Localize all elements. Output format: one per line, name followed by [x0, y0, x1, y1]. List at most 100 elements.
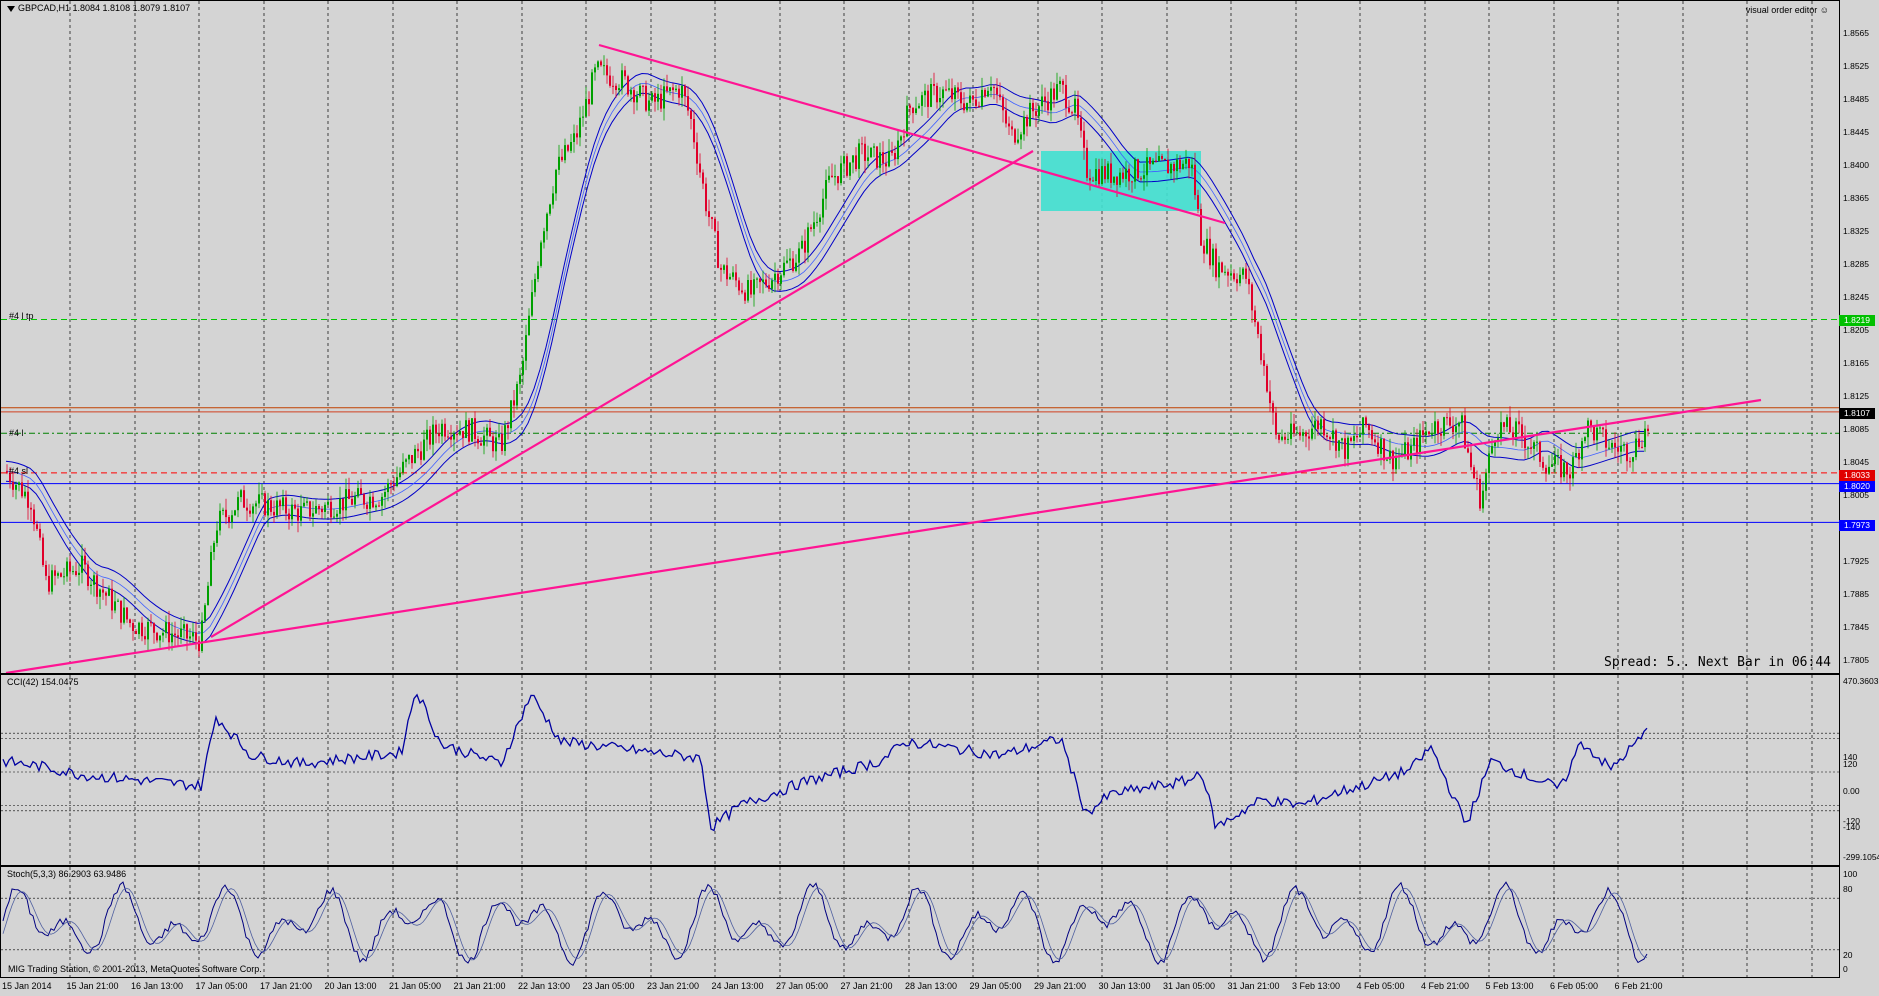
candle-body [354, 496, 356, 505]
cci-tick-label: -299.1054 [1843, 852, 1879, 862]
candle-body [1488, 453, 1490, 474]
candle-body [126, 607, 128, 620]
time-tick-label: 23 Jan 05:00 [582, 981, 635, 991]
copyright-text: MIG Trading Station, © 2001-2013, MetaQu… [8, 964, 262, 974]
candle-body [81, 555, 83, 573]
candle-body [186, 624, 188, 639]
candle-body [24, 491, 26, 497]
candle-body [15, 485, 17, 490]
candle-body [1623, 444, 1625, 446]
candle-body [1419, 430, 1421, 453]
visual-order-editor-label[interactable]: visual order editor ☺ [1745, 5, 1829, 15]
candle-body [855, 155, 857, 169]
cci-title: CCI(42) 154.0475 [7, 677, 79, 687]
candle-body [1407, 442, 1409, 460]
time-tick-label: 28 Jan 13:00 [905, 981, 958, 991]
dropdown-triangle-icon[interactable] [7, 5, 15, 12]
candle-body [96, 575, 98, 597]
price-pane[interactable]: GBPCAD,H1 1.8084 1.8108 1.8079 1.8107 vi… [0, 0, 1840, 674]
cci-pane[interactable]: CCI(42) 154.0475 [0, 674, 1840, 866]
ma-lower-line [5, 92, 1644, 644]
candle-body [1095, 169, 1097, 181]
candle-body [1395, 457, 1397, 470]
candle-body [1440, 433, 1442, 436]
candle-body [1377, 442, 1379, 454]
candle-body [1362, 417, 1364, 435]
candle-body [870, 147, 872, 158]
candle-body [1392, 450, 1394, 470]
candle-body [162, 632, 164, 636]
candle-body [180, 628, 182, 637]
candle-body [1485, 473, 1487, 491]
candle-body [318, 506, 320, 509]
candle-body [639, 85, 641, 97]
candle-body [264, 493, 266, 516]
candle-body [1014, 129, 1016, 143]
candle-body [747, 280, 749, 301]
candle-body [903, 136, 905, 138]
candle-body [1179, 159, 1181, 169]
candle-body [906, 105, 908, 137]
candle-body [1614, 442, 1616, 448]
candle-body [648, 100, 650, 111]
candle-body [1221, 262, 1223, 273]
candle-body [222, 509, 224, 511]
candle-body [912, 107, 914, 114]
candle-body [771, 280, 773, 289]
candle-body [243, 490, 245, 508]
candle-body [1461, 415, 1463, 423]
time-axis[interactable]: 15 Jan 2014 15 Jan 21:00 16 Jan 13:00 17 Ja… [0, 978, 1879, 996]
candle-body [360, 488, 362, 495]
candle-body [396, 477, 398, 486]
candle-body [1626, 444, 1628, 462]
candle-body [291, 504, 293, 520]
candle-body [1584, 437, 1586, 441]
candle-body [1119, 172, 1121, 185]
candle-body [12, 482, 14, 490]
candle-body [453, 433, 455, 440]
candle-body [927, 90, 929, 107]
candle-body [1140, 178, 1142, 180]
candle-body [1509, 417, 1511, 433]
candle-body [840, 163, 842, 184]
candle-body [1242, 268, 1244, 275]
candle-body [882, 152, 884, 164]
candle-body [1185, 158, 1187, 164]
candle-body [933, 84, 935, 86]
cci-tick-label: -120 [1843, 816, 1861, 826]
candle-body [87, 564, 89, 586]
candle-body [138, 622, 140, 635]
candle-body [834, 176, 836, 178]
cci-tick-label: 140 [1843, 752, 1858, 762]
candle-body [1278, 434, 1280, 440]
candle-body [6, 471, 8, 473]
candle-body [1404, 442, 1406, 455]
candle-body [1374, 439, 1376, 443]
candle-body [723, 265, 725, 270]
candle-body [804, 240, 806, 253]
candle-body [819, 217, 821, 222]
candle-body [321, 509, 323, 513]
candle-body [417, 448, 419, 452]
candle-body [216, 530, 218, 543]
candle-body [621, 70, 623, 89]
candle-body [1176, 159, 1178, 172]
candle-body [564, 145, 566, 161]
time-tick-label: 16 Jan 13:00 [131, 981, 184, 991]
candle-body [897, 140, 899, 160]
price-tick-label: 1.8325 [1843, 226, 1869, 236]
price-tick-label: 1.8085 [1843, 424, 1869, 434]
candle-body [1446, 417, 1448, 419]
time-tick-label: 29 Jan 21:00 [1034, 981, 1087, 991]
candle-body [363, 494, 365, 505]
time-tick-label: 6 Feb 21:00 [1614, 981, 1663, 991]
candle-body [1539, 441, 1541, 462]
stoch-pane[interactable]: Stoch(5,3,3) 86.2903 63.9486 [0, 866, 1840, 978]
candle-body [1413, 437, 1415, 446]
time-tick-label: 22 Jan 13:00 [518, 981, 571, 991]
candle-body [1644, 428, 1646, 448]
candle-body [1041, 96, 1043, 107]
candle-body [900, 136, 902, 141]
candle-body [1224, 271, 1226, 273]
candle-body [333, 516, 335, 518]
